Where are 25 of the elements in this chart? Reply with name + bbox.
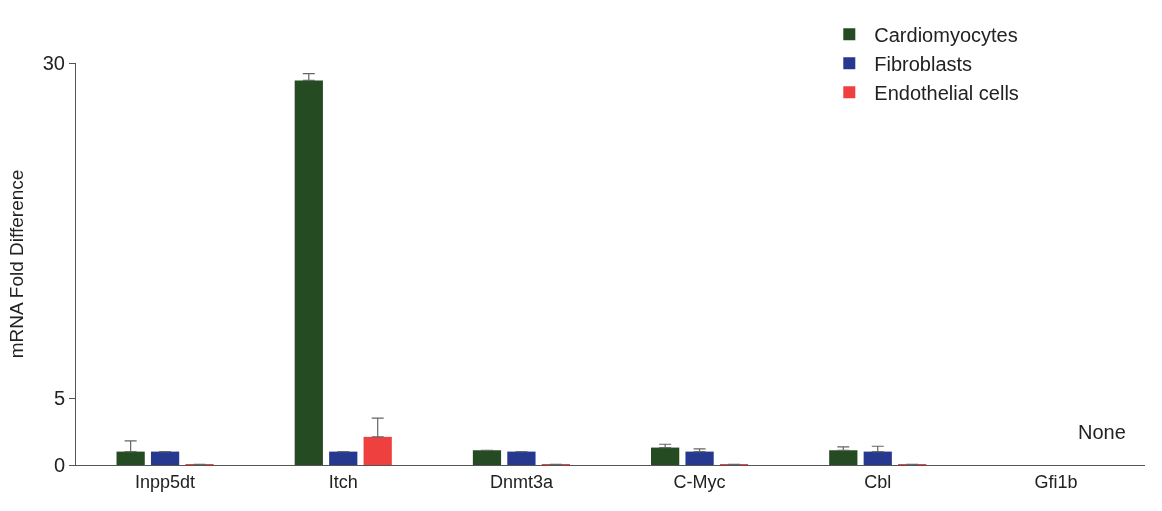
- legend-label: Fibroblasts: [874, 53, 973, 76]
- y-tick-label: 30: [42, 52, 65, 74]
- x-tick-label: Itch: [328, 471, 358, 492]
- x-tick-label: Gfi1b: [1034, 471, 1078, 492]
- y-axis-title: mRNA Fold Difference: [5, 169, 27, 359]
- y-tick-label: 5: [53, 387, 65, 409]
- x-tick-label: C-Myc: [673, 471, 726, 492]
- y-tick-label: 0: [53, 454, 65, 476]
- bar: [472, 450, 502, 465]
- x-tick-label: Inpp5dt: [135, 471, 196, 492]
- bar: [651, 447, 680, 465]
- x-tick-label: Dnmt3a: [489, 471, 554, 492]
- bar: [863, 451, 892, 465]
- bar: [829, 450, 858, 465]
- bar: [329, 451, 358, 465]
- bar: [685, 451, 714, 465]
- x-tick-label: Cbl: [864, 471, 892, 492]
- legend-label: Endothelial cells: [874, 82, 1019, 105]
- annotation: None: [1078, 421, 1126, 443]
- legend-label: Cardiomyocytes: [874, 24, 1018, 47]
- bar: [507, 451, 536, 465]
- bar: [150, 451, 180, 465]
- bar: [116, 451, 145, 465]
- bar: [363, 436, 392, 465]
- bar: [294, 80, 323, 465]
